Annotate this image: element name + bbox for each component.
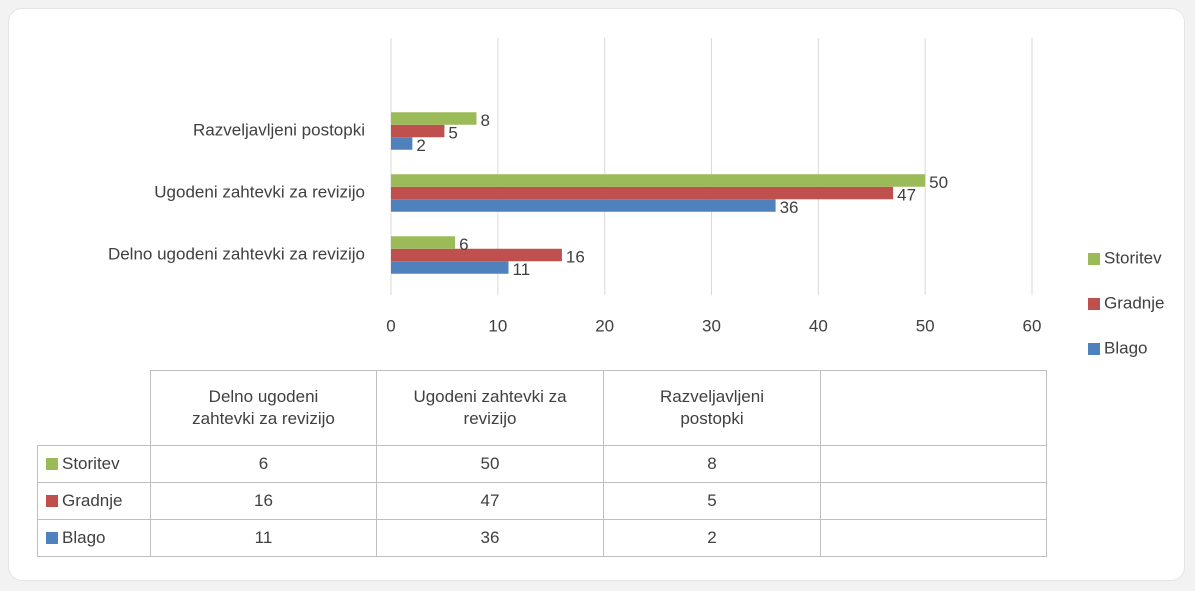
table-cell <box>820 519 1047 557</box>
table-header: Razveljavljeni postopki <box>603 370 821 446</box>
value-label: 5 <box>448 123 457 142</box>
legend-swatch <box>1088 253 1100 265</box>
x-tick-label: 30 <box>702 316 721 335</box>
table-cell: 2 <box>603 519 821 557</box>
table-header: Delno ugodeni zahtevki za revizijo <box>150 370 377 446</box>
table-row-header: Gradnje <box>37 482 151 520</box>
x-tick-label: 0 <box>386 316 395 335</box>
legend-label: Storitev <box>1104 248 1162 267</box>
table-legend-key <box>46 458 58 470</box>
value-label: 11 <box>513 260 531 279</box>
table-row-header: Storitev <box>37 445 151 483</box>
table-cell: 8 <box>603 445 821 483</box>
x-tick-label: 20 <box>595 316 614 335</box>
legend-label: Gradnje <box>1104 293 1164 312</box>
chart-panel <box>8 8 1185 581</box>
value-label: 8 <box>480 111 489 130</box>
bar <box>391 137 413 150</box>
table-row-header: Blago <box>37 519 151 557</box>
y-tick-label: Ugodeni zahtevki za revizijo <box>154 182 365 201</box>
table-header <box>820 370 1047 446</box>
value-label: 50 <box>929 173 948 192</box>
bar <box>391 236 456 249</box>
value-label: 16 <box>566 247 585 266</box>
table-cell: 50 <box>376 445 604 483</box>
x-tick-label: 60 <box>1023 316 1042 335</box>
table-row-label: Blago <box>62 528 106 547</box>
x-tick-label: 10 <box>488 316 507 335</box>
bar <box>391 124 445 138</box>
table-row-label: Storitev <box>62 454 120 473</box>
x-tick-label: 50 <box>916 316 935 335</box>
y-tick-label: Razveljavljeni postopki <box>193 120 365 139</box>
table-row-label: Gradnje <box>62 491 123 510</box>
bar <box>391 186 894 200</box>
table-cell: 6 <box>150 445 377 483</box>
bar <box>391 112 477 125</box>
legend-label: Blago <box>1104 338 1147 357</box>
legend-swatch <box>1088 343 1100 355</box>
table-cell <box>820 482 1047 520</box>
table-legend-key <box>46 495 58 507</box>
bar <box>391 199 776 212</box>
bar <box>391 261 509 274</box>
table-legend-key <box>46 532 58 544</box>
y-tick-label: Delno ugodeni zahtevki za revizijo <box>108 244 365 263</box>
table-cell: 36 <box>376 519 604 557</box>
value-label: 2 <box>416 136 425 155</box>
bar <box>391 174 926 187</box>
value-label: 47 <box>897 185 916 204</box>
legend-swatch <box>1088 298 1100 310</box>
value-label: 6 <box>459 235 468 254</box>
bar <box>391 248 562 262</box>
table-cell: 5 <box>603 482 821 520</box>
table-cell <box>820 445 1047 483</box>
table-header: Ugodeni zahtevki za revizijo <box>376 370 604 446</box>
table-cell: 11 <box>150 519 377 557</box>
table-cell: 47 <box>376 482 604 520</box>
table-cell: 16 <box>150 482 377 520</box>
x-tick-label: 40 <box>809 316 828 335</box>
value-label: 36 <box>780 198 799 217</box>
